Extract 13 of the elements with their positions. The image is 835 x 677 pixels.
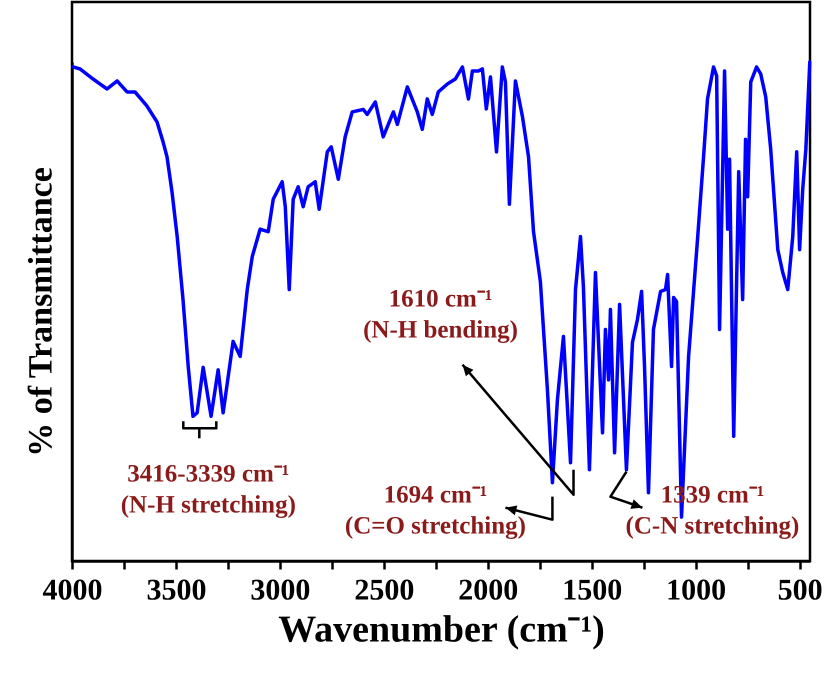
x-tick-label: 3500 — [146, 574, 206, 606]
x-tick-label: 1000 — [666, 574, 726, 606]
x-tick-label: 2000 — [458, 574, 518, 606]
annotation: 1694 cm⁻¹ (C=O stretching) — [344, 482, 526, 540]
x-tick-label: 1500 — [562, 574, 622, 606]
annotation: 3416-3339 cm⁻¹ (N-H stretching) — [120, 460, 296, 518]
annotation: 1610 cm⁻¹ (N-H bending) — [363, 286, 518, 344]
x-axis-title: Wavenumber (cm⁻¹) — [278, 608, 605, 650]
x-tick-label: 500 — [778, 574, 823, 606]
y-axis-title: % of Transmittance — [22, 167, 60, 457]
x-tick-label: 4000 — [42, 574, 102, 606]
x-tick-label: 2500 — [354, 574, 414, 606]
x-tick-label: 3000 — [250, 574, 310, 606]
